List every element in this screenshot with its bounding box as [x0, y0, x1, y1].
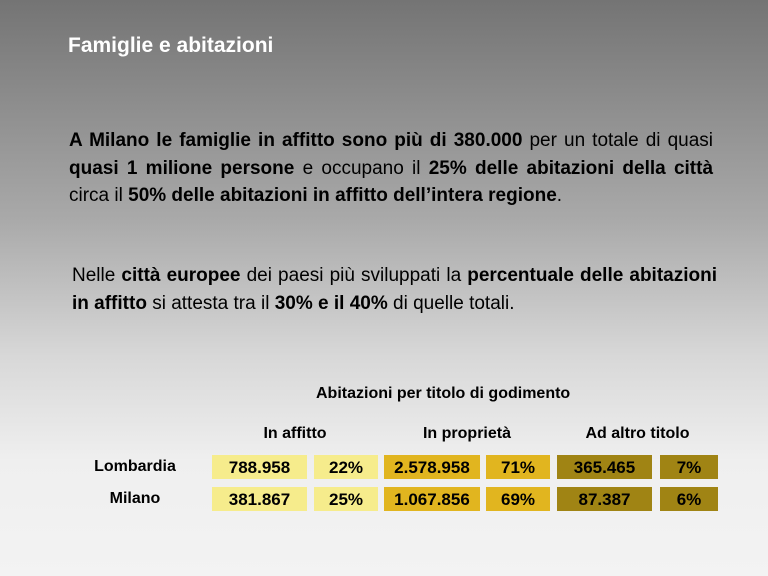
column-header-proprieta: In proprietà — [422, 425, 511, 442]
text-segment: Nelle — [72, 265, 122, 286]
text-segment: si attesta tra il — [146, 292, 275, 314]
slide-title: Famiglie e abitazioni — [68, 34, 274, 57]
table-cell: 7% — [660, 455, 718, 479]
row-label-milano: Milano — [109, 490, 161, 507]
text-segment: . — [556, 185, 563, 206]
table-cell: 2.578.958 — [384, 455, 480, 479]
table-cell: 6% — [660, 487, 718, 511]
text-segment: città europee — [121, 265, 241, 286]
text-segment: 50% delle abitazioni in affitto dell’int… — [128, 185, 557, 206]
table-cell: 788.958 — [212, 455, 307, 479]
text-segment: 25% delle abitazioni della città — [428, 157, 714, 179]
text-segment: 30% e il 40% — [274, 292, 388, 314]
table-cell: 365.465 — [557, 455, 652, 479]
text-segment: per un totale di quasi — [522, 130, 713, 151]
table-cell: 25% — [314, 487, 378, 511]
table-cell: 69% — [486, 487, 550, 511]
text-segment: circa il — [69, 185, 129, 206]
text-segment: e occupano il — [294, 157, 429, 179]
table-cell: 1.067.856 — [384, 487, 480, 511]
table-caption: Abitazioni per titolo di godimento — [316, 385, 571, 402]
text-segment: di quelle totali. — [387, 292, 515, 314]
paragraph-milano: A Milano le famiglie in affitto sono più… — [69, 127, 713, 210]
column-header-affitto: In affitto — [263, 425, 327, 442]
row-label-lombardia: Lombardia — [94, 458, 176, 475]
table-cell: 87.387 — [557, 487, 652, 511]
table-cell: 22% — [314, 455, 378, 479]
table-cell: 381.867 — [212, 487, 307, 511]
text-segment: A Milano le famiglie in affitto sono più… — [69, 130, 523, 151]
text-segment: percentuale delle abitazioni in affitto — [72, 265, 718, 314]
text-segment: dei paesi più sviluppati la — [240, 265, 468, 286]
text-segment: quasi 1 milione persone — [69, 157, 295, 179]
column-header-altro: Ad altro titolo — [585, 425, 690, 442]
table-cell: 71% — [486, 455, 550, 479]
paragraph-europe: Nelle città europee dei paesi più svilup… — [72, 262, 717, 317]
